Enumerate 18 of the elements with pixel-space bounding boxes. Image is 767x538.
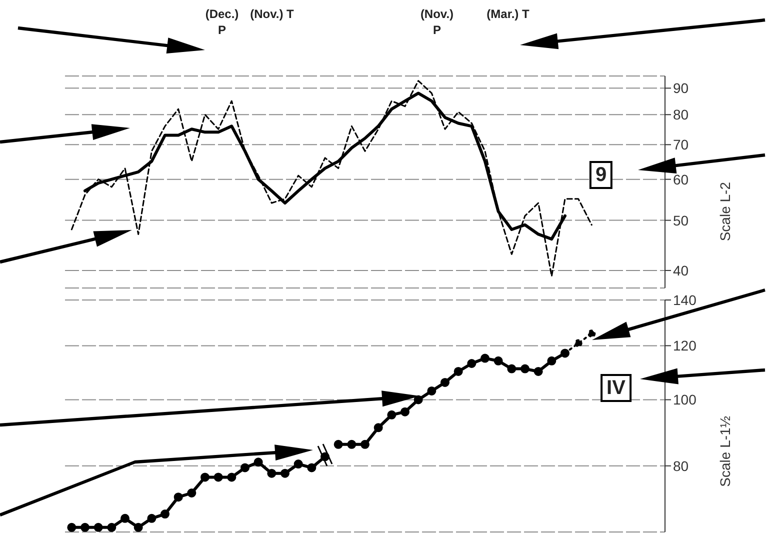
y-tick-label: 140: [673, 292, 697, 308]
y-tick-label: 40: [673, 262, 689, 278]
annotation: IV: [600, 374, 632, 402]
y-axis-title: Scale L-1½: [716, 416, 733, 487]
y-tick-label: 90: [673, 80, 689, 96]
y-tick-label: 50: [673, 212, 689, 228]
annotation: 9: [589, 161, 613, 189]
y-tick-label: 80: [673, 106, 689, 123]
y-tick-label: 120: [673, 338, 697, 354]
text: (Nov.) P: [415, 6, 459, 38]
y-axis-title: Scale L-2: [716, 182, 733, 242]
text: (Nov.) T: [250, 6, 294, 22]
y-tick-label: 70: [673, 136, 689, 153]
y-tick-label: 80: [673, 458, 689, 474]
y-tick-label: 60: [673, 171, 689, 188]
y-tick-label: 100: [673, 392, 697, 408]
text: (Mar.) T: [486, 6, 530, 22]
text: (Dec.) P: [200, 6, 244, 38]
